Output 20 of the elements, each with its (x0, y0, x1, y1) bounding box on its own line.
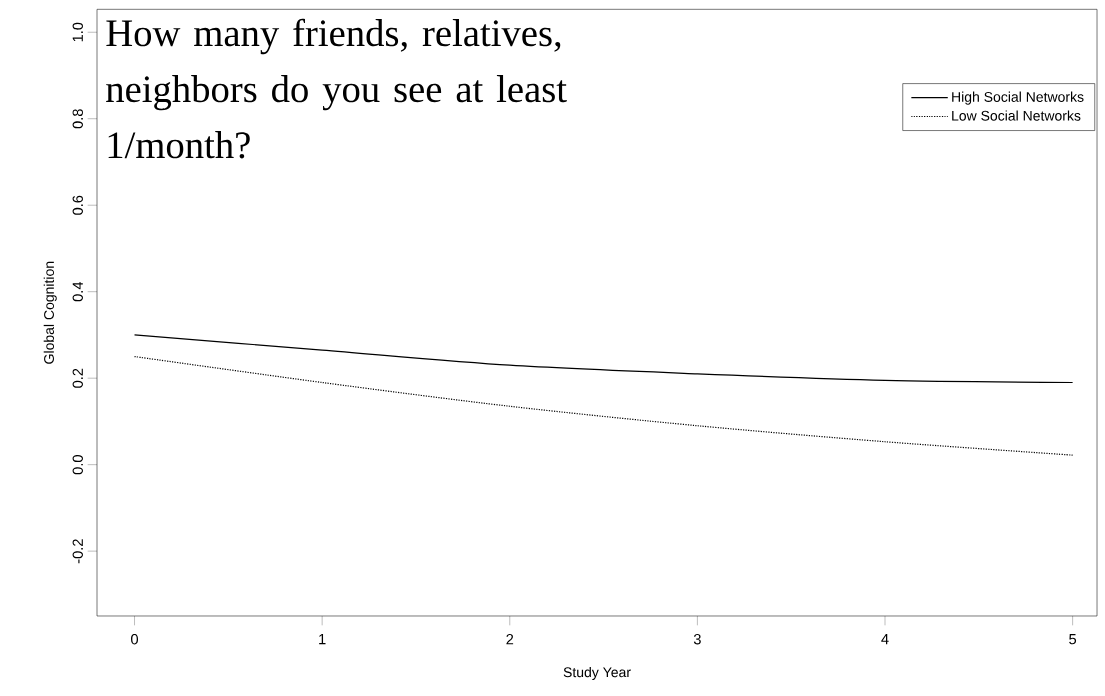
legend-label: High Social Networks (952, 91, 1084, 105)
y-axis-title: Global Cognition (43, 261, 57, 364)
y-tick-label: 0.0 (72, 455, 83, 475)
x-tick-label: 4 (881, 634, 889, 645)
y-tick-label: 0.6 (72, 195, 83, 215)
x-tick-label: 1 (319, 634, 326, 645)
line-series (133, 355, 1074, 456)
legend-label: Low Social Networks (952, 110, 1081, 121)
y-tick-label: 0.8 (72, 109, 83, 129)
text: How many friends, relatives, neighbors do you see at least 1/month? (106, 18, 567, 159)
line-series (133, 334, 1074, 384)
y-tick-label: -0.2 (72, 539, 83, 564)
y-tick-label: 0.2 (72, 368, 83, 388)
x-tick-label: 3 (693, 634, 701, 645)
x-axis-title: Study Year (563, 666, 631, 680)
y-tick-label: 1.0 (72, 22, 83, 42)
x-tick-label: 0 (131, 634, 139, 645)
x-tick-label: 2 (506, 634, 514, 645)
x-tick-label: 5 (1069, 634, 1077, 645)
y-tick-label: 0.4 (72, 281, 83, 302)
